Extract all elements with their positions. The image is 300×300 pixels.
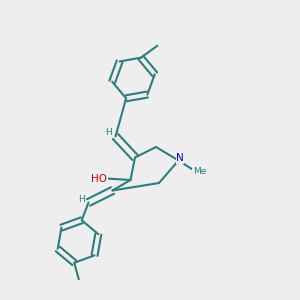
Text: H: H bbox=[79, 195, 85, 204]
Text: H: H bbox=[105, 128, 111, 137]
Text: N: N bbox=[176, 153, 184, 164]
Text: Me: Me bbox=[193, 167, 206, 176]
Text: HO: HO bbox=[91, 173, 107, 184]
